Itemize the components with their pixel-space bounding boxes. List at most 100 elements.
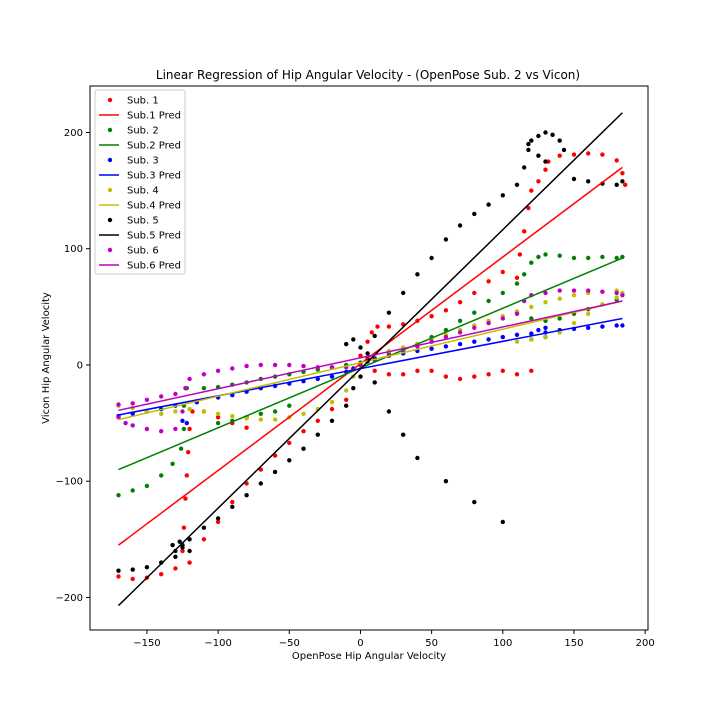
point-sub-5 bbox=[522, 165, 527, 170]
point-sub-6 bbox=[144, 426, 150, 432]
point-sub-1 bbox=[116, 574, 121, 579]
point-sub-6 bbox=[187, 376, 192, 382]
point-sub-5 bbox=[472, 211, 477, 217]
point-sub-1 bbox=[529, 368, 534, 373]
point-sub-3 bbox=[472, 339, 477, 344]
point-sub-5 bbox=[415, 272, 420, 277]
point-sub-5 bbox=[344, 403, 349, 408]
point-sub-5 bbox=[244, 493, 249, 498]
point-sub-5 bbox=[386, 409, 392, 414]
point-sub-3 bbox=[600, 324, 605, 329]
point-sub-3 bbox=[614, 323, 619, 328]
point-sub-1 bbox=[183, 496, 188, 501]
point-sub-3 bbox=[315, 376, 320, 382]
y-tick-label: −200 bbox=[56, 593, 83, 604]
point-sub-2 bbox=[215, 420, 221, 426]
point-sub-2 bbox=[144, 483, 150, 489]
legend-marker bbox=[107, 217, 113, 223]
point-sub-1 bbox=[543, 167, 548, 172]
point-sub-5 bbox=[344, 341, 349, 347]
point-sub-1 bbox=[215, 415, 221, 420]
point-sub-1 bbox=[415, 368, 420, 373]
point-sub-6 bbox=[215, 368, 221, 373]
plot-area bbox=[116, 112, 628, 607]
point-sub-1 bbox=[472, 374, 477, 379]
point-sub-6 bbox=[586, 288, 591, 293]
x-tick-label: 150 bbox=[564, 638, 583, 649]
point-sub-1 bbox=[230, 499, 235, 505]
point-sub-4 bbox=[571, 293, 577, 298]
point-sub-5 bbox=[365, 351, 370, 356]
point-sub-2 bbox=[258, 411, 263, 416]
point-sub-1 bbox=[173, 566, 178, 571]
point-sub-3 bbox=[514, 332, 520, 337]
point-sub-5 bbox=[586, 179, 591, 184]
point-sub-6 bbox=[472, 325, 477, 330]
point-sub-5 bbox=[272, 469, 278, 475]
point-sub-1 bbox=[514, 275, 520, 280]
point-sub-5 bbox=[529, 138, 534, 143]
legend-entry: Sub.6 Pred bbox=[127, 261, 181, 272]
point-sub-3 bbox=[180, 418, 185, 423]
point-sub-5 bbox=[201, 525, 207, 530]
legend-entry: Sub.3 Pred bbox=[127, 171, 181, 182]
x-tick-label: 0 bbox=[357, 638, 363, 649]
point-sub-2 bbox=[536, 254, 541, 260]
point-sub-4 bbox=[543, 334, 548, 340]
point-sub-2 bbox=[116, 493, 121, 498]
point-sub-1 bbox=[457, 300, 463, 305]
point-sub-6 bbox=[116, 415, 121, 420]
point-sub-2 bbox=[181, 426, 187, 432]
point-sub-3 bbox=[429, 346, 434, 351]
point-sub-2 bbox=[272, 409, 278, 414]
legend-entry: Sub.5 Pred bbox=[127, 231, 181, 242]
point-sub-5 bbox=[401, 432, 406, 437]
point-sub-2 bbox=[287, 403, 292, 408]
point-sub-2 bbox=[130, 488, 135, 493]
point-sub-1 bbox=[486, 372, 491, 377]
point-sub-2 bbox=[522, 272, 527, 277]
legend-entry: Sub. 4 bbox=[127, 186, 159, 197]
point-sub-5 bbox=[561, 147, 567, 153]
point-sub-2 bbox=[201, 386, 207, 391]
point-sub-5 bbox=[443, 479, 449, 484]
x-tick-label: 200 bbox=[636, 638, 655, 649]
point-sub-4 bbox=[557, 296, 562, 301]
point-sub-5 bbox=[173, 548, 178, 554]
point-sub-4 bbox=[258, 417, 263, 422]
point-sub-6 bbox=[557, 288, 562, 293]
point-sub-2 bbox=[178, 446, 184, 451]
point-sub-6 bbox=[543, 290, 548, 296]
point-sub-4 bbox=[215, 411, 221, 416]
legend-entry: Sub. 1 bbox=[127, 96, 159, 107]
series-sub-1 bbox=[116, 151, 628, 582]
point-sub-6 bbox=[287, 362, 292, 368]
point-sub-5 bbox=[526, 147, 531, 153]
point-sub-1 bbox=[517, 252, 523, 257]
line-sub-4-pred bbox=[118, 300, 623, 421]
point-sub-5 bbox=[130, 567, 135, 572]
point-sub-5 bbox=[620, 179, 625, 184]
point-sub-5 bbox=[329, 418, 335, 423]
point-sub-6 bbox=[500, 316, 505, 321]
point-sub-4 bbox=[543, 300, 548, 305]
point-sub-5 bbox=[543, 159, 548, 164]
point-sub-6 bbox=[443, 334, 449, 340]
point-sub-2 bbox=[529, 316, 534, 321]
point-sub-4 bbox=[301, 411, 306, 416]
point-sub-6 bbox=[571, 288, 577, 293]
point-sub-4 bbox=[272, 417, 278, 422]
point-sub-5 bbox=[457, 223, 463, 228]
point-sub-5 bbox=[372, 333, 377, 339]
point-sub-1 bbox=[201, 537, 207, 542]
point-sub-4 bbox=[571, 320, 577, 326]
point-sub-3 bbox=[586, 325, 591, 330]
point-sub-1 bbox=[329, 406, 335, 412]
point-sub-6 bbox=[159, 429, 164, 434]
point-sub-4 bbox=[244, 416, 249, 421]
legend-entry: Sub.1 Pred bbox=[127, 111, 181, 122]
point-sub-1 bbox=[344, 397, 349, 402]
point-sub-1 bbox=[315, 418, 320, 423]
point-sub-3 bbox=[543, 325, 548, 330]
y-tick-label: 200 bbox=[64, 128, 83, 139]
